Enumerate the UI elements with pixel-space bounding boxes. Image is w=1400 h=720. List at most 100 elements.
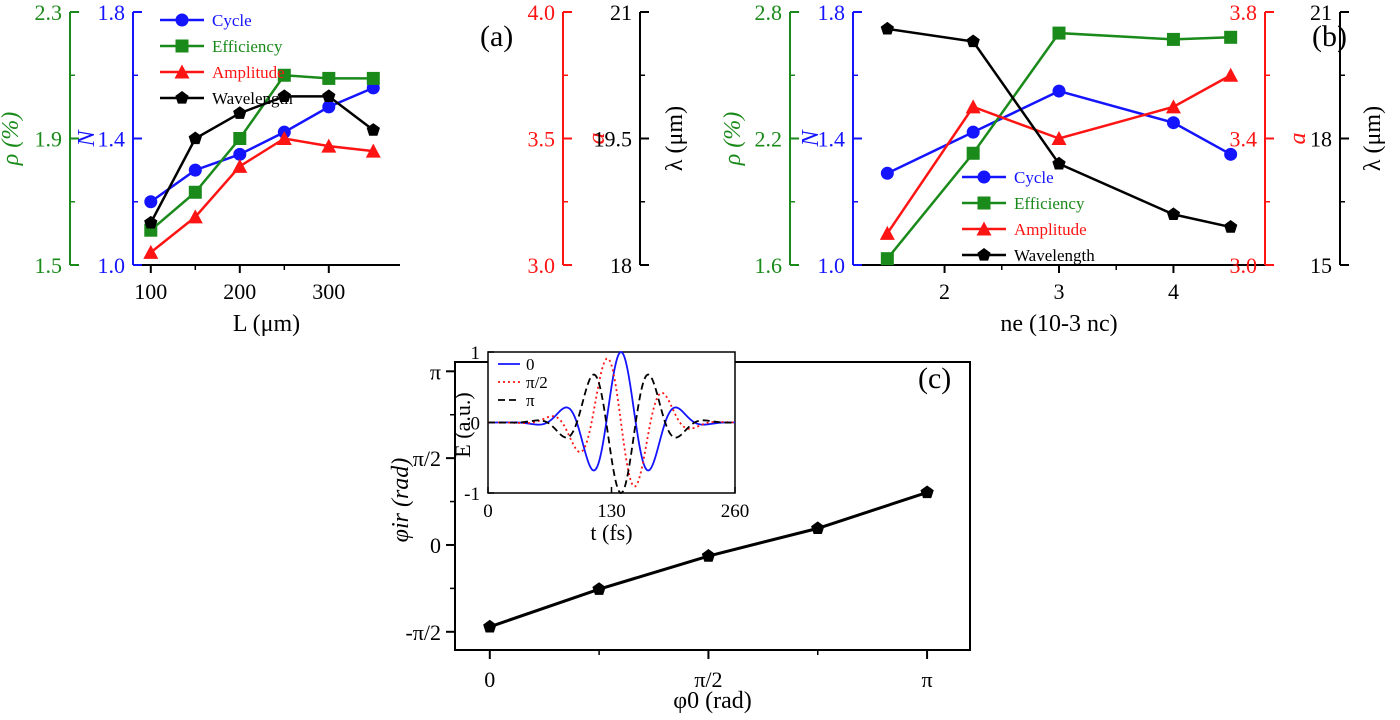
inset-x-tick-label: 260 xyxy=(721,501,750,522)
inset-marks xyxy=(487,351,736,494)
panel-b-series-amplitude-point xyxy=(1165,99,1181,114)
inset-x-axis-label: t (fs) xyxy=(590,520,632,545)
panel-a-axis-1-label: N xyxy=(74,129,100,148)
panel-a-x-tick-label: 300 xyxy=(312,279,345,304)
panel-b-legend-marker xyxy=(976,221,992,236)
panel-b-series-efficiency-point xyxy=(1224,30,1238,44)
panel-c-x-tick-label: 0 xyxy=(484,667,495,692)
panel-a-series-efficiency-point xyxy=(188,185,202,199)
panel-b-axis-3-tick-label: 21 xyxy=(1310,0,1332,25)
panel-b-axis-0-tick-label: 2.8 xyxy=(755,0,783,25)
panel-b-x-tick-label: 2 xyxy=(939,279,950,304)
panel-c-series-point xyxy=(920,485,934,499)
inset-y-tick-label: 0 xyxy=(471,414,481,435)
panel-a-series-cycle-point xyxy=(322,100,336,114)
panel-b-axis-3-label: λ (μm) xyxy=(1360,106,1386,171)
panel-a-x-tick-label: 200 xyxy=(223,279,256,304)
inset-legend-label: π/2 xyxy=(526,373,548,392)
panel-a-frame: 100 200 300 1.5 1.9 2.3 ρ (%) 1.0 1.4 1.8 N 3.0 3.5 4… xyxy=(0,0,688,304)
panel-c-x-axis-label: φ0 (rad) xyxy=(673,688,751,714)
panel-a-series-wavelength-point xyxy=(366,123,380,136)
panel-c-y-axis-label: φir (rad) xyxy=(388,458,414,543)
panel-c-frame: 0 π/2 π-π/20π/2π xyxy=(405,359,971,692)
panel-a-legend-label: Efficiency xyxy=(212,37,283,56)
panel-b-series-cycle-point xyxy=(1166,116,1180,130)
panel-a-axis-3-label: λ (μm) xyxy=(662,106,688,171)
panel-c-x-tick-label: π xyxy=(922,667,933,692)
panel-a-series-amplitude-point xyxy=(365,143,381,158)
panel-b-series-cycle-point xyxy=(1224,147,1238,161)
panel-a: 100 200 300 1.5 1.9 2.3 ρ (%) 1.0 1.4 1.8 N 3.0 3.5 4… xyxy=(0,0,688,337)
panel-a-series-efficiency-point xyxy=(322,71,336,85)
panel-a-axis-1-tick-label: 1.0 xyxy=(98,253,126,278)
panel-b-axis-3-tick-label: 15 xyxy=(1310,253,1332,278)
inset-legend: 0π/2π xyxy=(498,355,548,410)
panel-a-series-cycle-point xyxy=(233,147,247,161)
panel-b-series-wavelength-point xyxy=(966,34,980,48)
panel-b-marks xyxy=(879,21,1239,266)
inset-legend-label: π xyxy=(526,391,535,410)
panel-b-axis-0-tick-label: 2.2 xyxy=(755,127,783,152)
panel-a-axis-3-tick-label: 18 xyxy=(610,253,632,278)
panel-b-axis-1-label: N xyxy=(798,129,824,148)
panel-b-x-axis-label: ne (10-3 nc) xyxy=(1000,311,1117,337)
panel-b-axis-0-label: ρ (%) xyxy=(720,112,746,167)
panel-a-series-efficiency-point xyxy=(366,71,380,85)
inset-series-line xyxy=(488,373,735,494)
panel-a-series-amplitude-point xyxy=(232,158,248,173)
panel-c-y-tick-label: π xyxy=(430,359,441,384)
panel-b-legend: Cycle Efficiency Amplitude Wavelength xyxy=(962,168,1095,265)
panel-a-legend-label: Cycle xyxy=(212,11,252,30)
panel-c-y-tick-label: -π/2 xyxy=(405,620,441,645)
panel-b-legend-label: Cycle xyxy=(1014,168,1054,187)
panel-a-series-cycle-point xyxy=(188,163,202,177)
panel-b-series-wavelength-point xyxy=(880,21,894,35)
panel-a-axis-0-tick-label: 1.5 xyxy=(35,253,63,278)
panel-a-axis-2-tick-label: 4.0 xyxy=(528,0,556,25)
panel-c-series-point xyxy=(701,549,716,562)
panel-b-axis-2-tick-label: 3.4 xyxy=(1230,127,1258,152)
panel-b-axis-2-tick-label: 3.0 xyxy=(1230,253,1258,278)
panel-a-series-cycle-line xyxy=(150,86,374,203)
panel-b-series-amplitude-point xyxy=(1051,131,1067,145)
panel-b-series-amplitude-point xyxy=(965,99,981,114)
panel-a-series-wavelength-point xyxy=(322,89,336,102)
inset-legend-label: 0 xyxy=(526,355,535,374)
panel-a-x-tick-label: 100 xyxy=(134,279,167,304)
panel-a-series-wavelength-point xyxy=(188,131,202,145)
panel-c-marks xyxy=(483,485,934,633)
inset-y-tick-label: 1 xyxy=(471,343,481,364)
panel-b-series-wavelength-point xyxy=(1166,207,1181,221)
panel-b-series-wavelength-point xyxy=(1224,220,1238,233)
panel-a-series-efficiency-line xyxy=(149,73,374,232)
panel-a-series-amplitude-line xyxy=(150,137,374,254)
panel-b: 2 3 4 1.6 2.2 2.8 ρ (%) 1.0 1.4 1.8 N 3.0 3.4 3.8 a 15 1… xyxy=(720,0,1386,337)
panel-b-axis-1-tick-label: 1.4 xyxy=(818,127,846,152)
panel-a-axis-1-tick-label: 1.4 xyxy=(98,127,126,152)
panel-b-series-cycle-point xyxy=(880,166,894,180)
panel-a-axis-2-label: a xyxy=(584,133,610,145)
panel-a-series-efficiency-point xyxy=(277,68,291,82)
panel-b-axis-2-label: a xyxy=(1285,133,1311,145)
panel-b-frame: 2 3 4 1.6 2.2 2.8 ρ (%) 1.0 1.4 1.8 N 3.0 3.4 3.8 a 15 1… xyxy=(720,0,1386,304)
panel-a-axis-0-tick-label: 2.3 xyxy=(35,0,63,25)
panel-a-series-efficiency-point xyxy=(233,132,247,145)
panel-a-marks xyxy=(143,68,381,259)
panel-a-series-wavelength-point xyxy=(277,89,291,102)
panel-b-legend-label: Amplitude xyxy=(1014,220,1087,239)
panel-a-axis-0-label: ρ (%) xyxy=(0,112,24,167)
panel-a-series-wavelength-point xyxy=(233,106,247,119)
panel-b-legend-marker xyxy=(977,170,991,184)
panel-b-series-wavelength-point xyxy=(1052,156,1066,170)
inset-y-axis-label: E (a.u.) xyxy=(450,392,475,457)
panel-a-axis-3-tick-label: 21 xyxy=(610,0,632,25)
panel-b-series-efficiency-point xyxy=(1052,26,1066,40)
panel-a-legend: Cycle Efficiency Amplitude Wavelength xyxy=(160,11,293,108)
panel-c-y-tick-label: 0 xyxy=(430,533,441,558)
panel-b-series-cycle-point xyxy=(966,125,980,139)
panel-a-series-amplitude-point xyxy=(276,131,292,145)
panel-b-legend-label: Efficiency xyxy=(1014,194,1085,213)
panel-b-axis-3-tick-label: 18 xyxy=(1310,127,1332,152)
